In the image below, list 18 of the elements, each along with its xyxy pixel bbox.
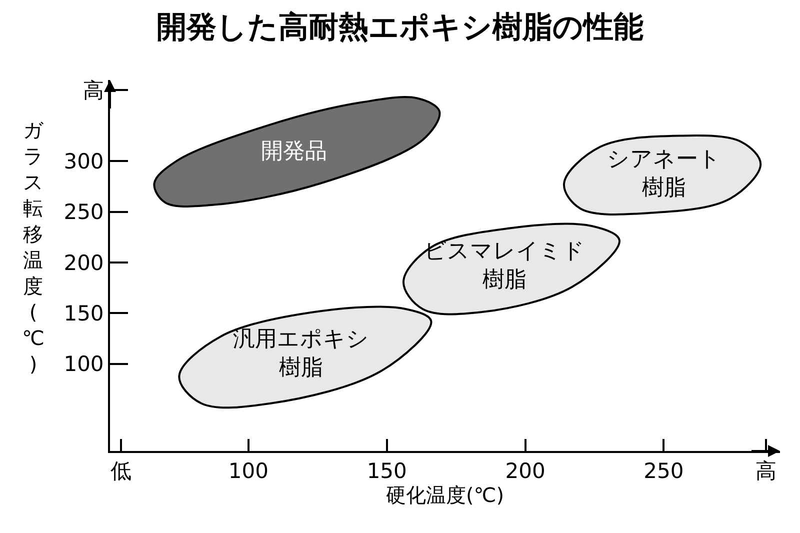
y-tick-label: 200 [64,250,104,275]
y-tick-label: 150 [64,301,104,326]
y-tick-label: 250 [64,200,104,224]
x-tick-label: 250 [644,459,684,484]
y-tick-label: 300 [64,149,104,174]
x-tick-label: 200 [505,459,546,484]
x-tick-label: 高 [756,459,777,484]
text: ガラス転移温度(℃) [22,118,44,376]
x-tick-label: 150 [366,459,407,484]
series-label: シアネート樹脂 [607,147,721,201]
y-tick-label: 高 [82,78,104,102]
x-axis-title: 硬化温度(℃) [386,483,504,508]
x-tick-label: 100 [228,459,268,484]
chart-title: 開発した高耐熱エポキシ樹脂の性能 [156,10,644,45]
series-label: 開発品 [261,139,327,164]
y-tick-label: 100 [64,352,104,376]
x-tick-label: 低 [110,459,132,484]
series-label: 汎用エポキシ樹脂 [233,327,369,381]
